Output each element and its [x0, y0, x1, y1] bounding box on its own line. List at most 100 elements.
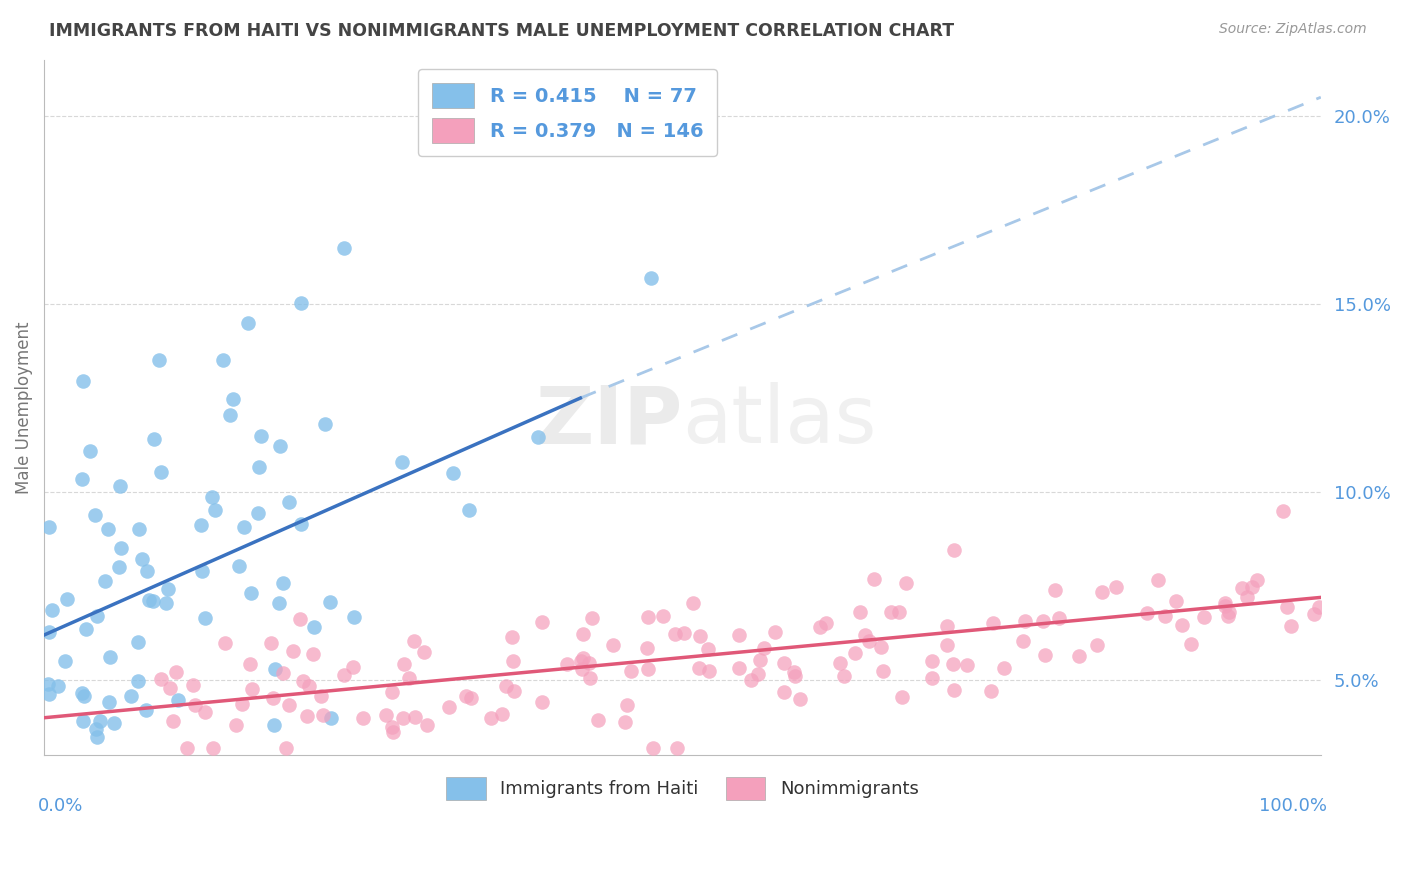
Point — [288, 612, 311, 626]
Point — [150, 465, 173, 479]
Point — [127, 635, 149, 649]
Point — [267, 596, 290, 610]
Point — [343, 610, 366, 624]
Point — [72, 374, 94, 388]
Point — [935, 638, 957, 652]
Point — [936, 619, 959, 633]
Point — [413, 645, 436, 659]
Point — [689, 629, 711, 643]
Point — [1308, 600, 1330, 615]
Y-axis label: Male Unemployment: Male Unemployment — [15, 321, 32, 494]
Point — [1047, 611, 1070, 625]
Point — [263, 718, 285, 732]
Point — [981, 616, 1004, 631]
Point — [108, 560, 131, 574]
Point — [202, 740, 225, 755]
Point — [290, 296, 312, 310]
Point — [1091, 585, 1114, 599]
Point — [1105, 580, 1128, 594]
Point — [290, 517, 312, 532]
Text: Source: ZipAtlas.com: Source: ZipAtlas.com — [1219, 22, 1367, 37]
Point — [1216, 609, 1239, 624]
Point — [458, 503, 481, 517]
Point — [159, 681, 181, 695]
Point — [1271, 504, 1294, 518]
Point — [240, 682, 263, 697]
Point — [1213, 596, 1236, 610]
Point — [398, 671, 420, 685]
Point — [727, 627, 749, 641]
Text: 100.0%: 100.0% — [1260, 797, 1327, 815]
Point — [222, 392, 245, 407]
Point — [46, 679, 69, 693]
Point — [233, 520, 256, 534]
Point — [783, 665, 806, 679]
Point — [1014, 615, 1036, 629]
Point — [616, 698, 638, 712]
Point — [204, 503, 226, 517]
Point — [38, 625, 60, 640]
Point — [108, 479, 131, 493]
Point — [79, 443, 101, 458]
Point — [789, 692, 811, 706]
Point — [1153, 609, 1175, 624]
Point — [1032, 614, 1054, 628]
Point — [135, 565, 157, 579]
Point — [571, 662, 593, 676]
Point — [190, 564, 212, 578]
Point — [342, 659, 364, 673]
Point — [993, 661, 1015, 675]
Point — [278, 494, 301, 508]
Point — [502, 654, 524, 668]
Point — [271, 576, 294, 591]
Point — [333, 668, 356, 682]
Point — [479, 711, 502, 725]
Point — [89, 714, 111, 729]
Point — [1011, 634, 1033, 648]
Point — [943, 683, 966, 698]
Point — [404, 633, 426, 648]
Point — [135, 703, 157, 717]
Point — [696, 642, 718, 657]
Point — [672, 626, 695, 640]
Point — [921, 654, 943, 668]
Point — [231, 698, 253, 712]
Point — [495, 679, 517, 693]
Point — [281, 644, 304, 658]
Point — [98, 649, 121, 664]
Point — [375, 708, 398, 723]
Point — [752, 640, 775, 655]
Point — [439, 699, 461, 714]
Point — [1246, 573, 1268, 587]
Point — [1166, 594, 1188, 608]
Point — [763, 625, 786, 640]
Point — [637, 662, 659, 676]
Point — [1033, 648, 1056, 663]
Point — [184, 698, 207, 712]
Point — [941, 657, 963, 671]
Point — [250, 428, 273, 442]
Point — [271, 666, 294, 681]
Point — [73, 689, 96, 703]
Point — [578, 656, 600, 670]
Point — [849, 605, 872, 619]
Point — [314, 417, 336, 432]
Point — [581, 611, 603, 625]
Point — [980, 683, 1002, 698]
Point — [219, 409, 242, 423]
Point — [155, 595, 177, 609]
Point — [103, 716, 125, 731]
Point — [211, 353, 233, 368]
Point — [501, 630, 523, 644]
Point — [94, 574, 117, 589]
Point — [921, 671, 943, 685]
Point — [131, 552, 153, 566]
Point — [569, 654, 592, 668]
Point — [749, 653, 772, 667]
Point — [1236, 591, 1258, 605]
Point — [321, 711, 343, 725]
Point — [247, 459, 270, 474]
Point — [652, 608, 675, 623]
Point — [637, 609, 659, 624]
Point — [309, 689, 332, 703]
